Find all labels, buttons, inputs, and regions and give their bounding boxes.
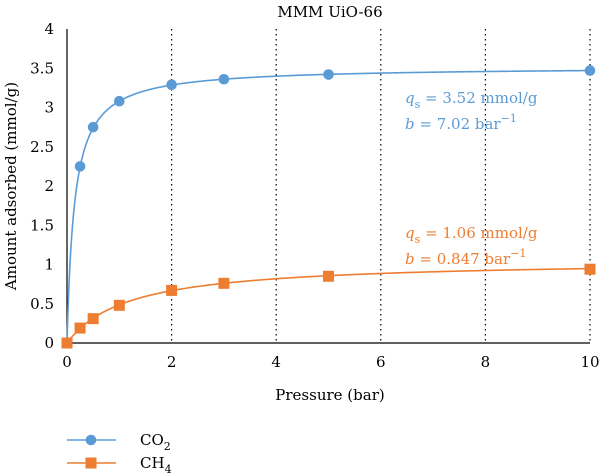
annotation-q-value: = 3.52 mmol/g — [420, 89, 538, 107]
legend-label-base: CO — [140, 431, 164, 449]
data-point-CO2 — [166, 79, 177, 91]
y-tick-label: 0.5 — [30, 295, 54, 313]
y-tick-label: 1.5 — [30, 216, 54, 234]
x-tick-label: 2 — [167, 353, 177, 371]
annotation-q-value: = 1.06 mmol/g — [420, 224, 538, 242]
annotation-b-value: = 0.847 bar — [415, 250, 511, 268]
x-tick-label: 8 — [481, 353, 491, 371]
annotation-q-sub: s — [415, 233, 421, 246]
data-point-CH4 — [218, 277, 230, 289]
x-tick-label: 10 — [580, 353, 599, 371]
series-group — [61, 65, 596, 349]
y-tick-label: 1 — [44, 256, 54, 274]
data-point-CO2 — [114, 95, 125, 107]
data-point-CO2 — [74, 161, 86, 172]
chart-title: MMM UiO-66 — [277, 3, 382, 21]
data-point-CO2 — [218, 73, 230, 85]
data-point-CH4 — [113, 299, 125, 311]
y-tick-labels: 0 0.5 1 1.5 2 2.5 3 3.5 4 — [30, 20, 54, 352]
y-tick-label: 0 — [44, 334, 54, 352]
data-point-CH4 — [166, 284, 178, 296]
y-axis-label: Amount adsorbed (mmol/g) — [2, 82, 20, 291]
data-point-CH4 — [87, 313, 99, 325]
axes — [66, 29, 590, 344]
y-tick-label: 2.5 — [30, 138, 54, 156]
data-point-CO2 — [87, 121, 99, 133]
y-tick-label: 4 — [44, 20, 54, 38]
data-point-CH4 — [74, 322, 86, 334]
x-tick-label: 0 — [62, 353, 72, 371]
x-tick-label: 6 — [376, 353, 386, 371]
annotation-qs-CH4: qs = 1.06 mmol/g — [405, 224, 538, 246]
grid-lines — [171, 29, 591, 343]
annotation-b-symbol: b — [405, 115, 415, 133]
annotation-q-symbol: q — [405, 224, 415, 242]
fit-annotations: qs = 3.52 mmol/gb = 7.02 bar−1qs = 1.06 … — [405, 89, 538, 268]
data-point-CH4 — [323, 270, 334, 282]
annotation-qs-CO2: qs = 3.52 mmol/g — [405, 89, 538, 111]
y-tick-label: 3.5 — [30, 59, 54, 77]
legend-label-CO2: CO2 — [140, 431, 171, 453]
data-point-CO2 — [323, 69, 334, 80]
annotation-b-CH4: b = 0.847 bar−1 — [405, 247, 526, 268]
annotation-b-symbol: b — [405, 250, 415, 268]
annotation-q-symbol: q — [405, 89, 415, 107]
legend-label-CH4: CH4 — [140, 454, 172, 473]
legend-marker-CO2 — [85, 434, 97, 446]
annotation-q-sub: s — [415, 98, 421, 111]
annotation-b-exp: −1 — [510, 247, 526, 260]
legend-label-sub: 4 — [165, 463, 172, 473]
data-point-CO2 — [584, 65, 596, 76]
y-tick-label: 3 — [44, 99, 54, 117]
y-tick-label: 2 — [44, 177, 54, 195]
legend-label-sub: 2 — [164, 440, 171, 453]
x-tick-labels: 0 2 4 6 8 10 — [62, 353, 599, 371]
data-point-CH4 — [584, 263, 596, 275]
data-point-CH4 — [61, 337, 73, 349]
annotation-b-CO2: b = 7.02 bar−1 — [405, 112, 517, 133]
x-axis-label: Pressure (bar) — [275, 386, 384, 404]
annotation-b-exp: −1 — [501, 112, 517, 125]
legend-marker-CH4 — [85, 457, 97, 469]
x-tick-label: 4 — [271, 353, 281, 371]
series-line-CO2 — [66, 69, 591, 343]
annotation-b-value: = 7.02 bar — [415, 115, 502, 133]
legend-label-base: CH — [140, 454, 165, 472]
